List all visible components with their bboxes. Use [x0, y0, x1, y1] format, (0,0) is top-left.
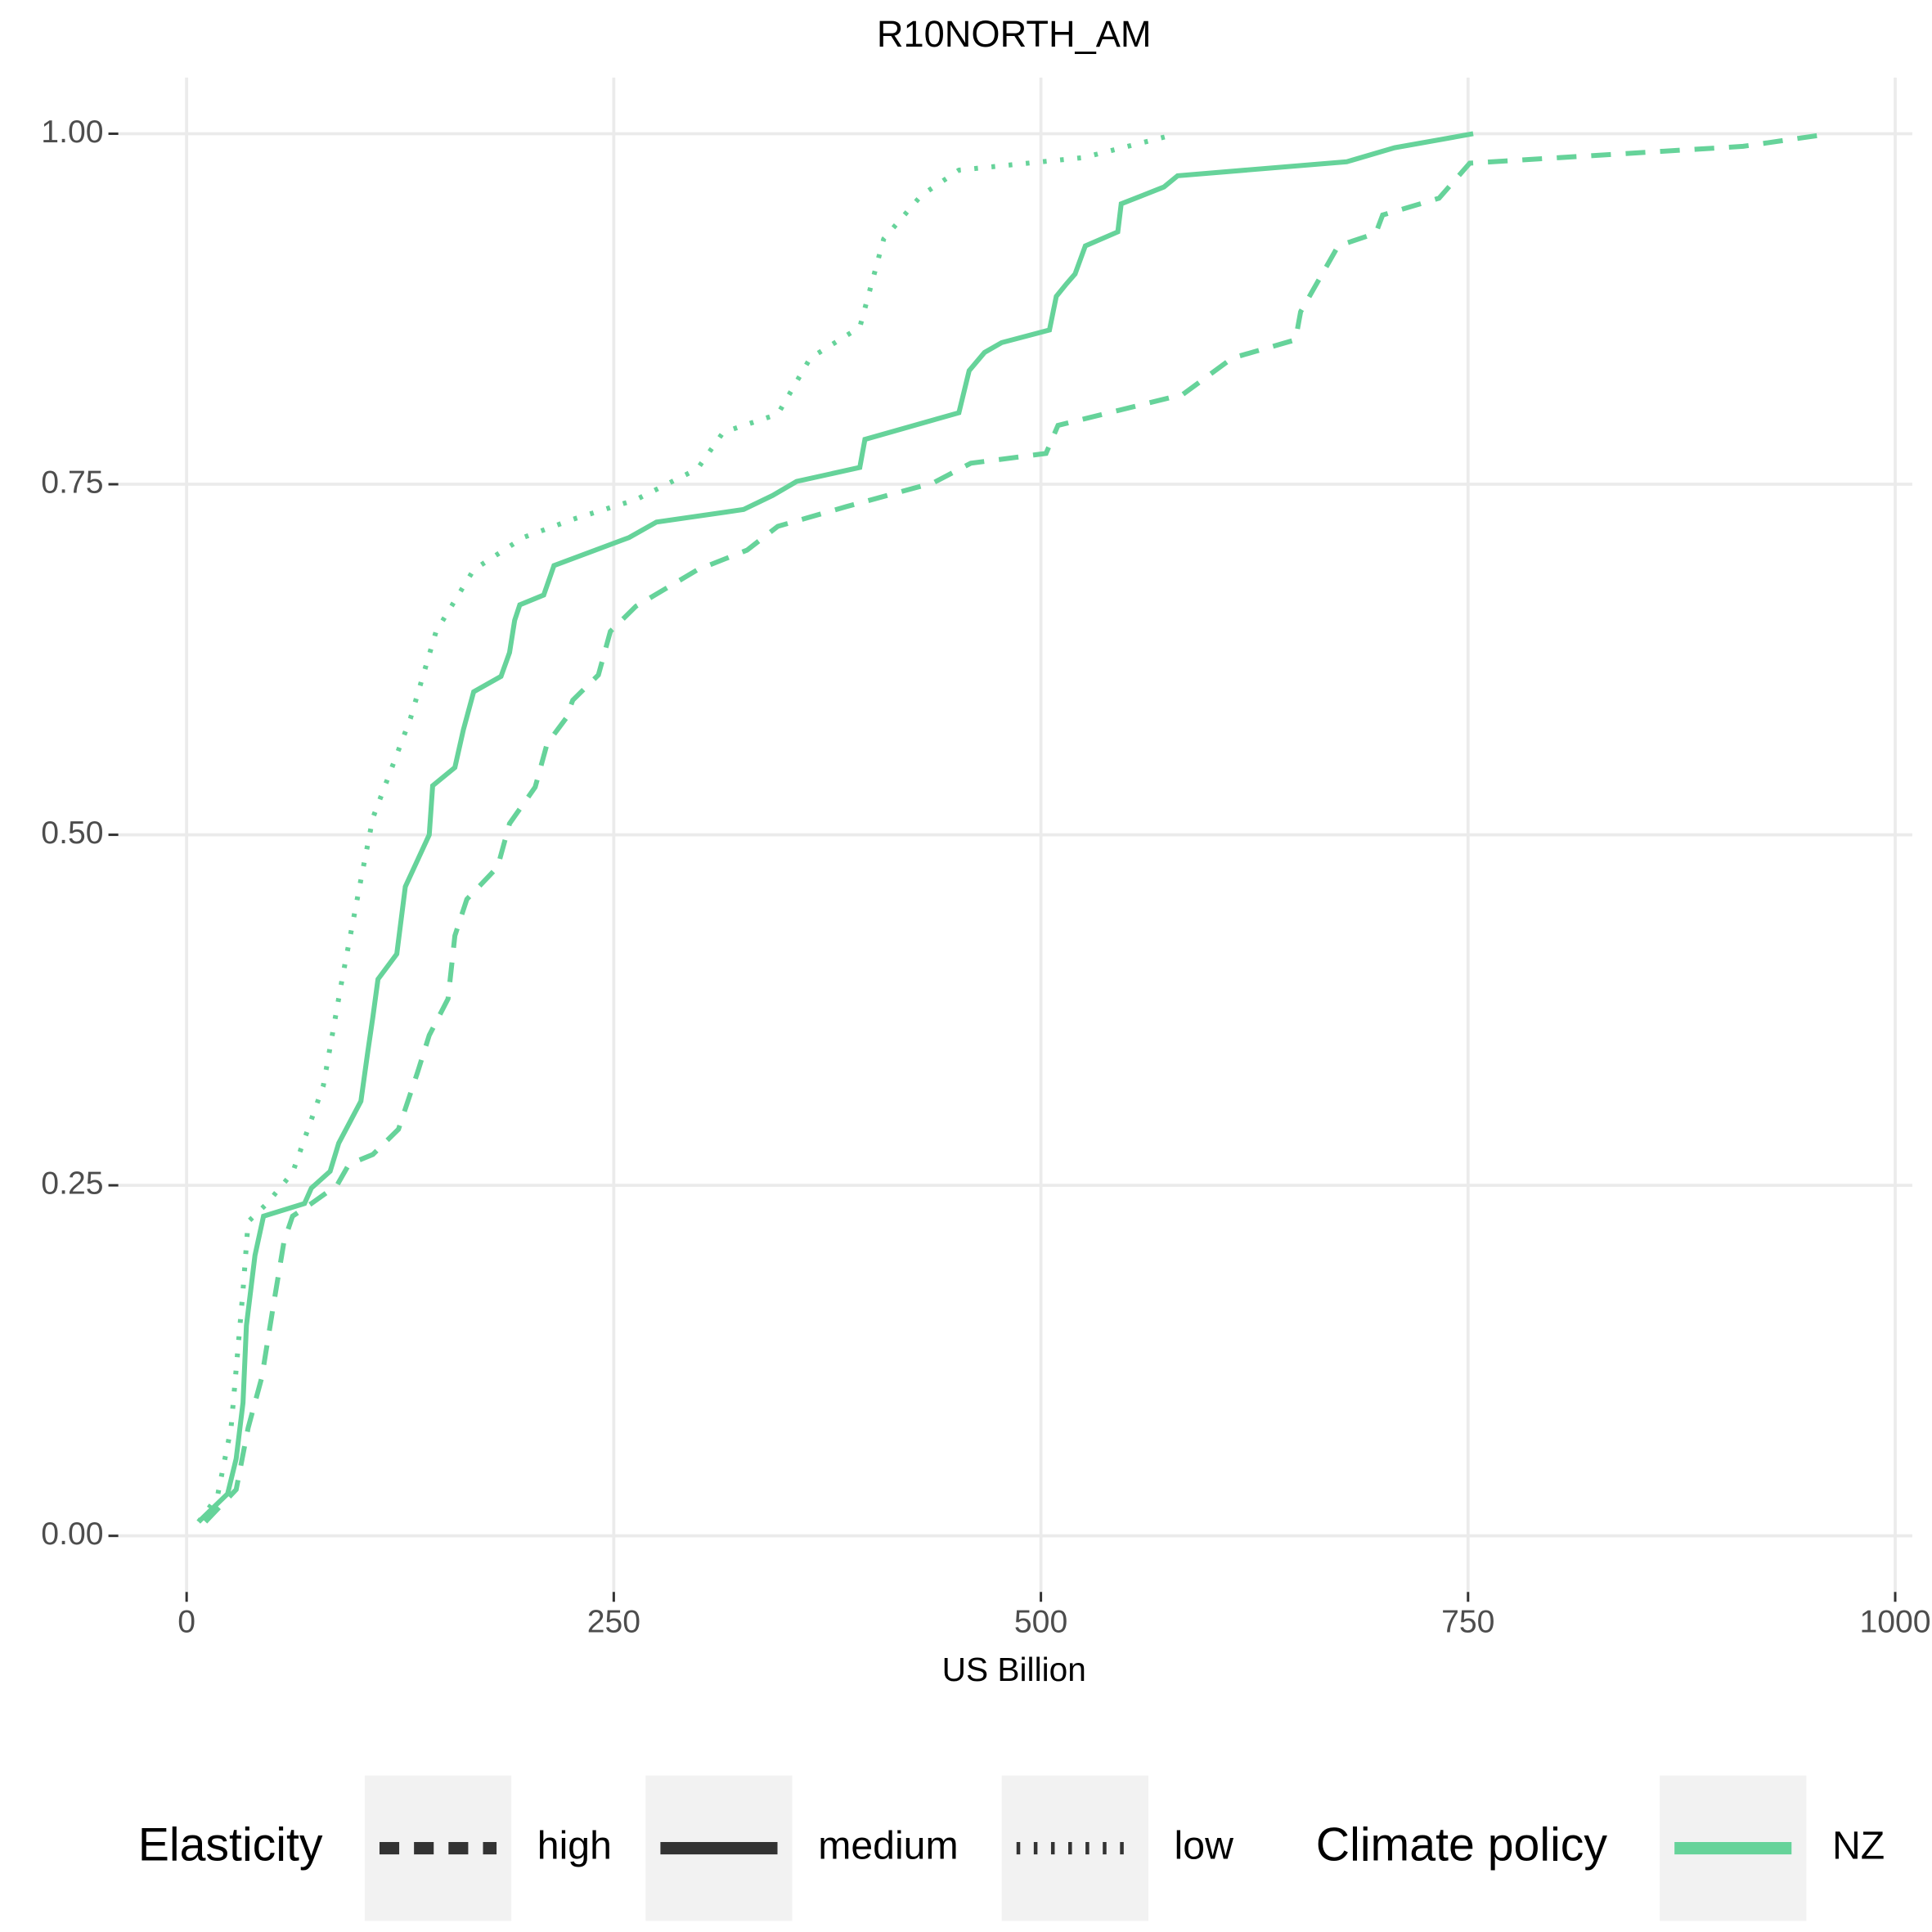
- legend-key: [1001, 1775, 1148, 1921]
- x-tick-label: 500: [1014, 1605, 1067, 1640]
- series-line: [196, 131, 1474, 1524]
- legend-label: low: [1175, 1823, 1234, 1867]
- x-tick-label: 1000: [1859, 1605, 1930, 1640]
- legend-title: Elasticity: [138, 1819, 323, 1871]
- chart-title: R10NORTH_AM: [877, 13, 1152, 55]
- x-tick-label: 750: [1441, 1605, 1494, 1640]
- y-tick-label: 1.00: [41, 115, 103, 150]
- legend-title: Climate policy: [1316, 1819, 1608, 1871]
- y-tick-label: 0.00: [41, 1516, 103, 1552]
- y-tick-label: 0.50: [41, 815, 103, 851]
- legend-label: NZ: [1832, 1823, 1885, 1867]
- y-tick-label: 0.75: [41, 465, 103, 500]
- x-tick-label: 250: [587, 1605, 640, 1640]
- y-tick-label: 0.25: [41, 1166, 103, 1201]
- legend-label: high: [537, 1823, 612, 1867]
- legend-label: medium: [818, 1823, 958, 1867]
- series-line: [203, 131, 1831, 1524]
- x-axis-label: US Billion: [942, 1651, 1086, 1688]
- x-tick-label: 0: [177, 1605, 195, 1640]
